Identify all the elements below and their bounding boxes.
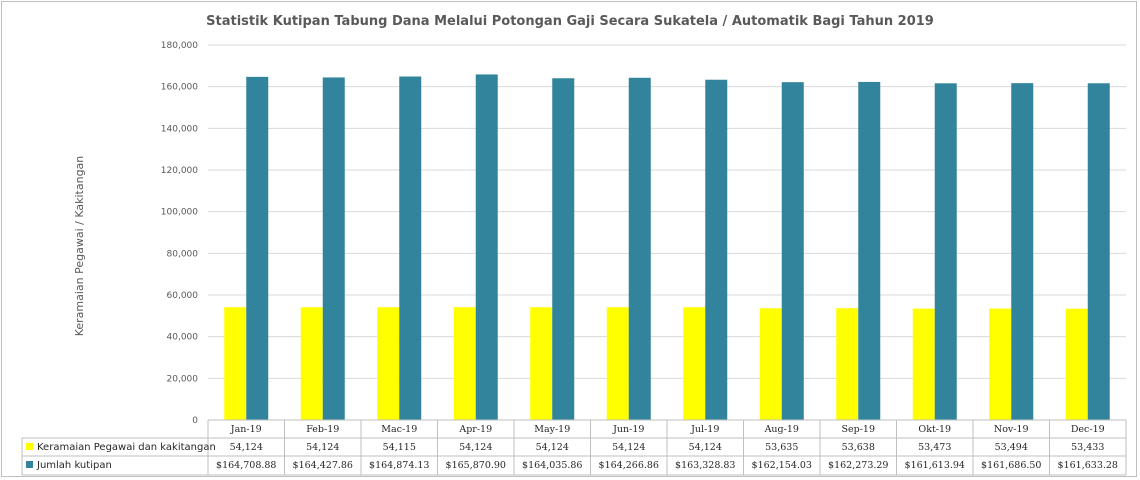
bar-jumlah-kutipan <box>705 79 728 421</box>
y-tick-label: 140,000 <box>161 124 198 134</box>
bar-jumlah-kutipan <box>475 74 498 421</box>
y-tick-label: 100,000 <box>161 208 198 218</box>
bar-keramaian <box>759 308 782 420</box>
data-label: $162,273.29 <box>828 460 888 471</box>
y-tick-label: 120,000 <box>161 166 198 176</box>
data-label: $164,266.86 <box>599 460 659 471</box>
bar-keramaian <box>912 308 935 420</box>
category-label: Okt-19 <box>918 424 951 435</box>
data-label: $161,613.94 <box>905 460 965 471</box>
data-label: 53,494 <box>995 442 1028 453</box>
legend-entry: Jumlah kutipan <box>36 460 112 471</box>
data-label: 54,124 <box>536 442 569 453</box>
data-label: 53,473 <box>918 442 951 453</box>
data-label: 53,433 <box>1071 442 1104 453</box>
bar-keramaian <box>683 307 706 420</box>
y-tick-label: 60,000 <box>167 291 199 301</box>
y-tick-label: 20,000 <box>167 374 199 384</box>
data-label: 53,638 <box>842 442 875 453</box>
data-label: 54,115 <box>383 442 416 453</box>
bar-keramaian <box>224 307 247 420</box>
bar-jumlah-kutipan <box>552 78 575 421</box>
bar-jumlah-kutipan <box>628 77 651 420</box>
data-label: $162,154.03 <box>752 460 812 471</box>
bar-jumlah-kutipan <box>399 76 422 420</box>
bar-jumlah-kutipan <box>322 77 345 420</box>
bar-keramaian <box>300 307 323 420</box>
data-label: $164,708.88 <box>216 460 276 471</box>
data-label: $161,686.50 <box>981 460 1041 471</box>
legend-swatch <box>26 461 33 468</box>
bar-jumlah-kutipan <box>1011 83 1034 420</box>
y-axis-ticks: 0 20,000 40,000 60,000 80,000 100,000 120,000 1… <box>161 41 198 426</box>
category-label: Jun-19 <box>612 424 644 435</box>
category-label: Nov-19 <box>994 424 1029 435</box>
legend-swatch <box>26 443 33 450</box>
bar-keramaian <box>836 308 859 420</box>
bar-keramaian <box>989 308 1012 420</box>
data-label: 54,124 <box>230 442 263 453</box>
category-label: Apr-19 <box>458 424 492 435</box>
y-tick-label: 180,000 <box>161 41 198 51</box>
category-label: Feb-19 <box>306 424 339 435</box>
category-label: Dec-19 <box>1071 424 1105 435</box>
category-label: Sep-19 <box>841 424 875 435</box>
category-label: Jan-19 <box>230 424 262 435</box>
bar-keramaian <box>453 307 476 420</box>
bar-jumlah-kutipan <box>858 81 881 420</box>
bar-keramaian <box>1065 308 1088 420</box>
data-label: 54,124 <box>459 442 492 453</box>
bar-keramaian <box>606 307 629 420</box>
bar-keramaian <box>377 307 400 420</box>
y-tick-label: 0 <box>192 416 198 426</box>
category-label: Mac-19 <box>381 424 417 435</box>
bar-jumlah-kutipan <box>246 76 269 420</box>
bar-jumlah-kutipan <box>1087 83 1110 420</box>
data-label: 54,124 <box>306 442 339 453</box>
data-label: 54,124 <box>689 442 722 453</box>
category-label: Aug-19 <box>764 424 799 435</box>
bar-keramaian <box>530 307 553 420</box>
bars <box>224 74 1110 421</box>
y-tick-label: 80,000 <box>167 249 199 259</box>
data-label: $164,874.13 <box>369 460 429 471</box>
bar-jumlah-kutipan <box>781 82 804 420</box>
legend-entry: Keramaian Pegawai dan kakitangan <box>37 442 216 453</box>
category-label: May-19 <box>534 424 570 435</box>
y-tick-label: 160,000 <box>161 83 198 93</box>
category-label: Jul-19 <box>690 424 719 435</box>
data-label: 54,124 <box>612 442 645 453</box>
y-axis-label: Keramaian Pegawai / Kakitangan <box>73 156 86 337</box>
data-label: $165,870.90 <box>446 460 506 471</box>
data-label: 53,635 <box>765 442 798 453</box>
data-table: Jan-19 Feb-19 Mac-19 Apr-19 May-19 Jun-19 Jul-… <box>21 419 1127 476</box>
bar-jumlah-kutipan <box>934 83 957 420</box>
data-label: $161,633.28 <box>1058 460 1118 471</box>
chart-title: Statistik Kutipan Tabung Dana Melalui Po… <box>206 14 934 29</box>
y-tick-label: 40,000 <box>167 333 199 343</box>
data-label: $163,328.83 <box>675 460 735 471</box>
data-label: $164,427.86 <box>293 460 353 471</box>
data-label: $164,035.86 <box>522 460 582 471</box>
gridlines <box>208 44 1126 421</box>
